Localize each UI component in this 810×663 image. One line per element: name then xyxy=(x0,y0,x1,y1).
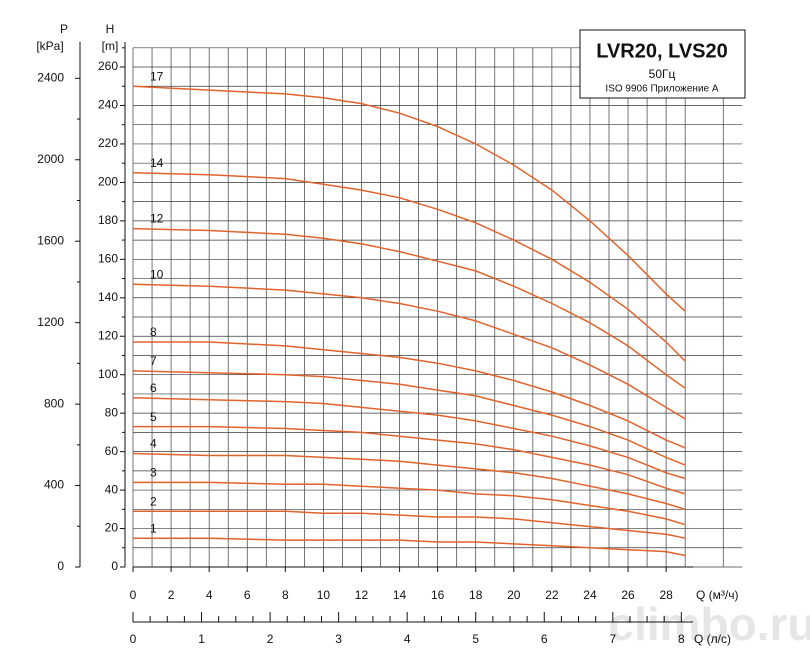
pump-curve xyxy=(132,172,686,362)
y-tick-label: 200 xyxy=(98,175,118,189)
chart-subtitle: 50Гц xyxy=(649,67,676,81)
x-tick-label: 12 xyxy=(355,588,369,602)
q2-label: Q (л/с) xyxy=(694,632,731,646)
y-tick-label: 80 xyxy=(105,405,119,419)
title-box xyxy=(579,29,746,99)
y-tick-label: 260 xyxy=(98,59,118,73)
pump-curve xyxy=(133,481,686,526)
pump-curve xyxy=(132,85,686,312)
y2-tick-label: 400 xyxy=(44,478,64,492)
x2-tick-label: 2 xyxy=(267,632,274,646)
x2-tick-label: 1 xyxy=(198,632,205,646)
chart-title: LVR20, LVS20 xyxy=(596,40,728,62)
pump-curve xyxy=(132,397,686,480)
x2-tick-label: 8 xyxy=(678,632,685,646)
y-tick-label: 40 xyxy=(105,482,119,496)
y2-tick-label: 1600 xyxy=(37,233,64,247)
curve-label: 6 xyxy=(150,381,157,395)
x-tick-label: 4 xyxy=(206,588,213,602)
curve-label: 1 xyxy=(150,521,157,535)
x-tick-label: 10 xyxy=(317,588,331,602)
x-tick-label: 0 xyxy=(130,588,137,602)
x2-tick-label: 4 xyxy=(404,632,411,646)
chart-note: ISO 9906 Приложение A xyxy=(605,84,718,95)
pump-curve xyxy=(133,537,686,557)
grid xyxy=(132,47,743,568)
y-tick-label: 100 xyxy=(98,367,118,381)
x2-tick-label: 3 xyxy=(335,632,342,646)
y2-tick-label: 2400 xyxy=(37,71,64,85)
y-tick-label: 120 xyxy=(98,328,118,342)
pump-curve xyxy=(132,283,686,420)
x-tick-label: 6 xyxy=(244,588,251,602)
h-label: H xyxy=(106,22,115,36)
x2-tick-label: 5 xyxy=(472,632,479,646)
x-tick-label: 28 xyxy=(659,588,673,602)
y-tick-label: 20 xyxy=(105,521,119,535)
pump-curve xyxy=(132,452,686,511)
y2-tick-label: 800 xyxy=(44,396,64,410)
p-label: P xyxy=(60,22,68,36)
y2-tick-label: 1200 xyxy=(37,315,64,329)
y-tick-label: 0 xyxy=(111,559,118,573)
x-tick-label: 8 xyxy=(282,588,289,602)
pump-curve xyxy=(133,425,686,495)
axes: P [kPa] H [m] Q (м³/ч) Q (л/с) 0 2 4 6 8 10 12… xyxy=(36,22,738,646)
y-tick-label: 220 xyxy=(98,136,118,150)
curve-label: 7 xyxy=(150,354,157,368)
y-tick-label: 60 xyxy=(105,444,119,458)
q-label: Q (м³/ч) xyxy=(696,588,739,602)
y-tick-label: 160 xyxy=(98,251,118,265)
curve-label: 3 xyxy=(150,466,157,480)
x2-tick-label: 6 xyxy=(541,632,548,646)
x-tick-label: 24 xyxy=(583,588,597,602)
y2-tick-label: 0 xyxy=(57,559,64,573)
curve-label: 2 xyxy=(150,494,157,508)
pump-curve xyxy=(132,370,686,466)
x2-tick-label: 7 xyxy=(609,632,616,646)
x2-tick-label: 0 xyxy=(130,632,137,646)
pump-curve xyxy=(133,341,686,449)
y-tick-label: 140 xyxy=(98,290,118,304)
curve-label: 8 xyxy=(150,325,157,339)
x-tick-label: 22 xyxy=(545,588,559,602)
curves: 17 14 12 10 8 7 6 5 4 3 2 1 xyxy=(132,69,686,557)
x-tick-label: 20 xyxy=(507,588,521,602)
x-tick-label: 16 xyxy=(431,588,445,602)
curve-label: 10 xyxy=(150,267,164,281)
y2-tick-label: 2000 xyxy=(37,152,64,166)
y-tick-label: 240 xyxy=(98,98,118,112)
pump-curve xyxy=(133,510,686,539)
curve-label: 14 xyxy=(150,156,164,170)
curve-label: 12 xyxy=(150,212,164,226)
y-tick-label: 180 xyxy=(98,213,118,227)
curve-label: 5 xyxy=(150,410,157,424)
watermark: climbo.ru xyxy=(608,598,810,650)
curve-label: 17 xyxy=(150,69,164,83)
pump-curve xyxy=(132,227,686,389)
curve-label: 4 xyxy=(150,437,157,451)
x-tick-label: 26 xyxy=(621,588,635,602)
p-unit: [kPa] xyxy=(36,39,63,53)
h-unit: [m] xyxy=(102,39,119,53)
x-tick-label: 2 xyxy=(168,588,175,602)
x-tick-label: 18 xyxy=(469,588,483,602)
x-tick-label: 14 xyxy=(393,588,407,602)
